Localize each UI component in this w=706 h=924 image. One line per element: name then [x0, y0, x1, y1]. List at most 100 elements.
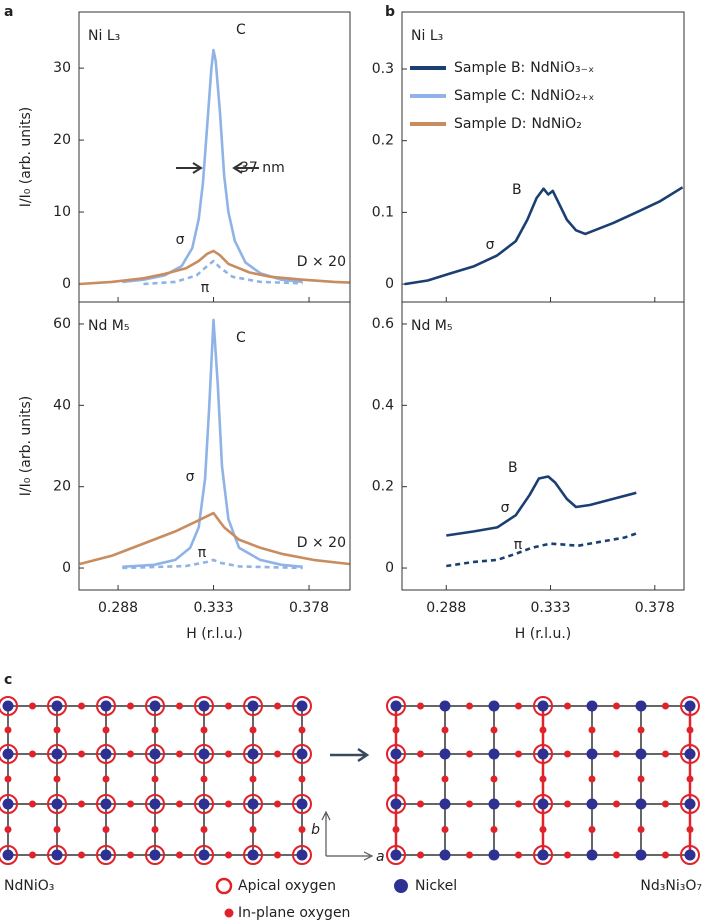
- nickel: [51, 748, 63, 760]
- apical-oxygen: [243, 845, 263, 865]
- panel-title: Nd M₅: [88, 318, 130, 334]
- nickel: [247, 748, 259, 760]
- plot-frame: [401, 301, 685, 591]
- apical-oxygen: [145, 794, 165, 814]
- y-tick-label: 0.4: [372, 397, 394, 413]
- legend-formula: NdNiO₂₊ₓ: [530, 88, 594, 104]
- nickel: [2, 849, 14, 861]
- in-plane-oxygen: [225, 800, 232, 808]
- nickel: [586, 798, 598, 810]
- in-plane-oxygen: [637, 775, 645, 783]
- in-plane-oxygen: [200, 775, 208, 783]
- nickel: [537, 798, 549, 810]
- in-plane-oxygen: [102, 775, 110, 783]
- in-plane-oxygen: [225, 851, 232, 859]
- nickel: [2, 700, 14, 712]
- in-plane-oxygen: [127, 800, 134, 808]
- nickel: [51, 798, 63, 810]
- nickel: [537, 748, 549, 760]
- axis-a-label: a: [376, 849, 385, 865]
- in-plane-oxygen: [4, 775, 12, 783]
- x-tick-label: 0.288: [98, 600, 138, 616]
- annotation: π: [201, 280, 210, 296]
- data-line: [79, 249, 350, 286]
- annotation: σ: [486, 237, 495, 253]
- in-plane-oxygen: [53, 826, 61, 833]
- apical-oxygen: [243, 744, 263, 764]
- apical-oxygen: [533, 744, 553, 764]
- in-plane-oxygen: [200, 726, 208, 734]
- in-plane-oxygen: [490, 826, 498, 833]
- in-plane-oxygen: [249, 775, 257, 783]
- in-plane-oxygen: [613, 750, 620, 758]
- apical-oxygen: [47, 696, 67, 716]
- nickel: [2, 798, 14, 810]
- data-line: [404, 186, 684, 286]
- in-plane-oxygen: [274, 702, 281, 710]
- in-plane-oxygen: [466, 800, 473, 808]
- in-plane-oxygen: [249, 726, 257, 734]
- in-plane-oxygen: [686, 826, 694, 833]
- nickel: [586, 700, 598, 712]
- in-plane-oxygen: [127, 851, 134, 859]
- apical-oxygen: [533, 794, 553, 814]
- in-plane-oxygen: [613, 702, 620, 710]
- data-line: [122, 48, 303, 284]
- transform-arrow: [330, 747, 370, 763]
- annotation: D × 20: [297, 254, 346, 270]
- annotation: C: [236, 330, 246, 346]
- legend-label: Sample D:: [454, 116, 526, 132]
- nickel: [296, 849, 308, 861]
- y-tick-label: 0.2: [372, 479, 394, 495]
- in-plane-oxygen: [417, 800, 424, 808]
- in-plane-oxygen: [515, 750, 522, 758]
- nickel: [684, 700, 696, 712]
- data-line: [122, 318, 303, 569]
- apical-oxygen: [0, 744, 18, 764]
- in-plane-oxygen: [564, 750, 571, 758]
- nickel: [149, 798, 161, 810]
- in-plane-oxygen: [515, 800, 522, 808]
- axis-arrows: [321, 810, 374, 861]
- in-plane-oxygen: [102, 726, 110, 734]
- legend-label: Apical oxygen: [238, 878, 336, 894]
- in-plane-oxygen: [613, 800, 620, 808]
- apical-oxygen: [243, 696, 263, 716]
- nickel: [198, 748, 210, 760]
- legend-formula: NdNiO₃₋ₓ: [530, 60, 594, 76]
- nickel: [390, 748, 402, 760]
- in-plane-oxygen: [564, 800, 571, 808]
- structure-label: NdNiO₃: [4, 878, 54, 894]
- structure-label: Nd₃Ni₃O₇: [640, 878, 702, 894]
- apical-oxygen: [386, 794, 406, 814]
- in-plane-oxygen: [417, 750, 424, 758]
- apical-oxygen: [292, 744, 312, 764]
- x-tick-label: 0.333: [193, 600, 233, 616]
- in-plane-oxygen: [662, 851, 669, 859]
- nickel: [247, 798, 259, 810]
- in-plane-oxygen: [466, 750, 473, 758]
- legend-label: Nickel: [415, 878, 457, 894]
- in-plane-oxygen: [200, 826, 208, 833]
- in-plane-oxygen: [466, 851, 473, 859]
- y-tick-label: 40: [53, 397, 71, 413]
- apical-oxygen: [533, 696, 553, 716]
- nickel: [635, 700, 647, 712]
- nickel: [247, 849, 259, 861]
- nickel: [51, 849, 63, 861]
- in-plane-oxygen: [564, 702, 571, 710]
- in-plane-oxygen: [392, 726, 400, 734]
- legend-label: In-plane oxygen: [238, 905, 350, 921]
- in-plane-oxygen: [564, 851, 571, 859]
- in-plane-oxygen: [53, 775, 61, 783]
- fwhm-arrow: [176, 162, 203, 174]
- apical-oxygen: [292, 696, 312, 716]
- in-plane-oxygen: [417, 702, 424, 710]
- annotation: σ: [176, 232, 185, 248]
- nickel: [537, 849, 549, 861]
- in-plane-oxygen: [588, 775, 596, 783]
- in-plane-oxygen: [613, 851, 620, 859]
- apical-oxygen: [145, 696, 165, 716]
- annotation: B: [508, 460, 518, 476]
- apical-oxygen: [0, 794, 18, 814]
